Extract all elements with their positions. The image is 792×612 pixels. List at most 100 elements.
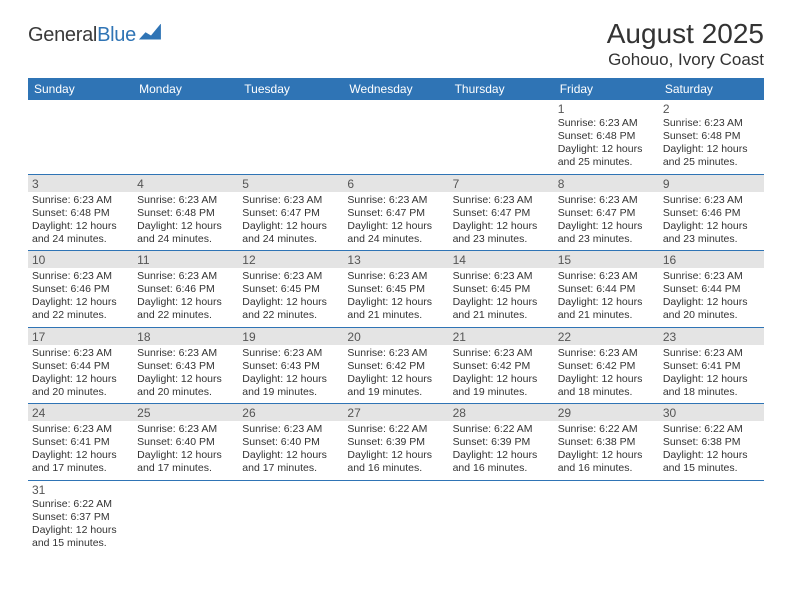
day-header: Sunday: [28, 78, 133, 100]
day-number: 21: [449, 328, 554, 345]
day-header: Wednesday: [343, 78, 448, 100]
calendar-cell: [238, 100, 343, 174]
sunrise-text: Sunrise: 6:23 AM: [558, 117, 655, 130]
day-header: Friday: [554, 78, 659, 100]
day-number: 24: [28, 404, 133, 421]
day-info: Sunrise: 6:23 AMSunset: 6:44 PMDaylight:…: [663, 270, 760, 323]
sunset-text: Sunset: 6:38 PM: [558, 436, 655, 449]
daylight-text: Daylight: 12 hours and 15 minutes.: [663, 449, 760, 475]
day-number: 28: [449, 404, 554, 421]
day-number: 22: [554, 328, 659, 345]
day-number: 18: [133, 328, 238, 345]
sunset-text: Sunset: 6:48 PM: [663, 130, 760, 143]
day-info: Sunrise: 6:23 AMSunset: 6:46 PMDaylight:…: [663, 194, 760, 247]
sunrise-text: Sunrise: 6:23 AM: [347, 194, 444, 207]
page-title: August 2025: [607, 18, 764, 50]
daylight-text: Daylight: 12 hours and 20 minutes.: [137, 373, 234, 399]
sunrise-text: Sunrise: 6:23 AM: [453, 194, 550, 207]
calendar-cell: 8 Sunrise: 6:23 AMSunset: 6:47 PMDaylight…: [554, 174, 659, 251]
calendar-page: GeneralBlue August 2025 Gohouo, Ivory Co…: [0, 0, 792, 564]
sunrise-text: Sunrise: 6:22 AM: [558, 423, 655, 436]
sunrise-text: Sunrise: 6:22 AM: [453, 423, 550, 436]
day-header-row: Sunday Monday Tuesday Wednesday Thursday…: [28, 78, 764, 100]
calendar-cell: 4Sunrise: 6:23 AMSunset: 6:48 PMDaylight…: [133, 174, 238, 251]
calendar-cell: 22 Sunrise: 6:23 AMSunset: 6:42 PMDayligh…: [554, 327, 659, 404]
calendar-cell: 3Sunrise: 6:23 AMSunset: 6:48 PMDaylight…: [28, 174, 133, 251]
day-number: 23: [659, 328, 764, 345]
sunrise-text: Sunrise: 6:23 AM: [242, 423, 339, 436]
daylight-text: Daylight: 12 hours and 24 minutes.: [242, 220, 339, 246]
sunset-text: Sunset: 6:43 PM: [137, 360, 234, 373]
calendar-cell: 28Sunrise: 6:22 AMSunset: 6:39 PMDayligh…: [449, 404, 554, 481]
title-block: August 2025 Gohouo, Ivory Coast: [607, 18, 764, 70]
day-number: 29: [554, 404, 659, 421]
calendar-cell: 1Sunrise: 6:23 AMSunset: 6:48 PMDaylight…: [554, 100, 659, 174]
daylight-text: Daylight: 12 hours and 22 minutes.: [32, 296, 129, 322]
sunset-text: Sunset: 6:46 PM: [32, 283, 129, 296]
daylight-text: Daylight: 12 hours and 22 minutes.: [137, 296, 234, 322]
sunset-text: Sunset: 6:42 PM: [558, 360, 655, 373]
day-info: Sunrise: 6:23 AMSunset: 6:47 PMDaylight:…: [242, 194, 339, 247]
daylight-text: Daylight: 12 hours and 18 minutes.: [558, 373, 655, 399]
daylight-text: Daylight: 12 hours and 19 minutes.: [347, 373, 444, 399]
sunset-text: Sunset: 6:41 PM: [32, 436, 129, 449]
day-info: Sunrise: 6:23 AMSunset: 6:47 PMDaylight:…: [558, 194, 655, 247]
sunrise-text: Sunrise: 6:23 AM: [558, 347, 655, 360]
day-info: Sunrise: 6:23 AMSunset: 6:44 PMDaylight:…: [32, 347, 129, 400]
calendar-cell: 14Sunrise: 6:23 AMSunset: 6:45 PMDayligh…: [449, 251, 554, 328]
day-number: 5: [238, 175, 343, 192]
day-number: 26: [238, 404, 343, 421]
calendar-cell: 24Sunrise: 6:23 AMSunset: 6:41 PMDayligh…: [28, 404, 133, 481]
day-number: 19: [238, 328, 343, 345]
day-number: 15: [554, 251, 659, 268]
day-info: Sunrise: 6:23 AMSunset: 6:42 PMDaylight:…: [558, 347, 655, 400]
sunset-text: Sunset: 6:47 PM: [453, 207, 550, 220]
calendar-cell: 11Sunrise: 6:23 AMSunset: 6:46 PMDayligh…: [133, 251, 238, 328]
day-number: 3: [28, 175, 133, 192]
daylight-text: Daylight: 12 hours and 19 minutes.: [453, 373, 550, 399]
day-info: Sunrise: 6:23 AMSunset: 6:44 PMDaylight:…: [558, 270, 655, 323]
day-info: Sunrise: 6:23 AMSunset: 6:46 PMDaylight:…: [32, 270, 129, 323]
brand-name-a: General: [28, 24, 97, 46]
sunset-text: Sunset: 6:40 PM: [242, 436, 339, 449]
sunrise-text: Sunrise: 6:22 AM: [663, 423, 760, 436]
calendar-week-row: 10Sunrise: 6:23 AMSunset: 6:46 PMDayligh…: [28, 251, 764, 328]
day-header: Tuesday: [238, 78, 343, 100]
day-number: 13: [343, 251, 448, 268]
sunset-text: Sunset: 6:44 PM: [32, 360, 129, 373]
sunset-text: Sunset: 6:44 PM: [663, 283, 760, 296]
sunset-text: Sunset: 6:42 PM: [453, 360, 550, 373]
calendar-cell: 5 Sunrise: 6:23 AMSunset: 6:47 PMDaylight…: [238, 174, 343, 251]
calendar-week-row: 3Sunrise: 6:23 AMSunset: 6:48 PMDaylight…: [28, 174, 764, 251]
brand-name: GeneralBlue: [28, 24, 136, 47]
sunset-text: Sunset: 6:46 PM: [137, 283, 234, 296]
calendar-week-row: 1Sunrise: 6:23 AMSunset: 6:48 PMDaylight…: [28, 100, 764, 174]
calendar-week-row: 24 Sunrise: 6:23 AM Sunset: 6:41 PM Dayligh…: [28, 404, 764, 481]
day-info: Sunrise: 6:23 AMSunset: 6:45 PMDaylight:…: [347, 270, 444, 323]
calendar-cell: 13 Sunrise: 6:23 AMSunset: 6:45 PMDayligh…: [343, 251, 448, 328]
daylight-text: Daylight: 12 hours and 16 minutes.: [347, 449, 444, 475]
daylight-text: Daylight: 12 hours and 19 minutes.: [242, 373, 339, 399]
daylight-text: Daylight: 12 hours and 17 minutes.: [242, 449, 339, 475]
brand-name-b: Blue: [97, 24, 136, 46]
day-number: 8: [554, 175, 659, 192]
daylight-text: Daylight: 12 hours and 16 minutes.: [453, 449, 550, 475]
header: GeneralBlue August 2025 Gohouo, Ivory Co…: [28, 18, 764, 70]
calendar-cell: 26 Sunrise: 6:23 AMSunset: 6:40 PMDayligh…: [238, 404, 343, 481]
daylight-text: Daylight: 12 hours and 23 minutes.: [453, 220, 550, 246]
calendar-cell: 31Sunrise: 6:22 AMSunset: 6:37 PMDayligh…: [28, 480, 133, 554]
day-info: Sunrise: 6:23 AMSunset: 6:45 PMDaylight:…: [453, 270, 550, 323]
sunset-text: Sunset: 6:42 PM: [347, 360, 444, 373]
daylight-text: Daylight: 12 hours and 21 minutes.: [347, 296, 444, 322]
daylight-text: Daylight: 12 hours and 17 minutes.: [137, 449, 234, 475]
calendar-cell: 7Sunrise: 6:23 AMSunset: 6:47 PMDaylight…: [449, 174, 554, 251]
sunrise-text: Sunrise: 6:23 AM: [663, 194, 760, 207]
day-header: Monday: [133, 78, 238, 100]
calendar-cell: [449, 100, 554, 174]
calendar-cell: 20Sunrise: 6:23 AMSunset: 6:42 PMDayligh…: [343, 327, 448, 404]
day-info: Sunrise: 6:22 AMSunset: 6:37 PMDaylight:…: [32, 498, 129, 551]
day-info: Sunrise: 6:23 AMSunset: 6:48 PMDaylight:…: [137, 194, 234, 247]
daylight-text: Daylight: 12 hours and 25 minutes.: [558, 143, 655, 169]
calendar-cell: [133, 480, 238, 554]
calendar-cell: 15 Sunrise: 6:23 AMSunset: 6:44 PMDayligh…: [554, 251, 659, 328]
